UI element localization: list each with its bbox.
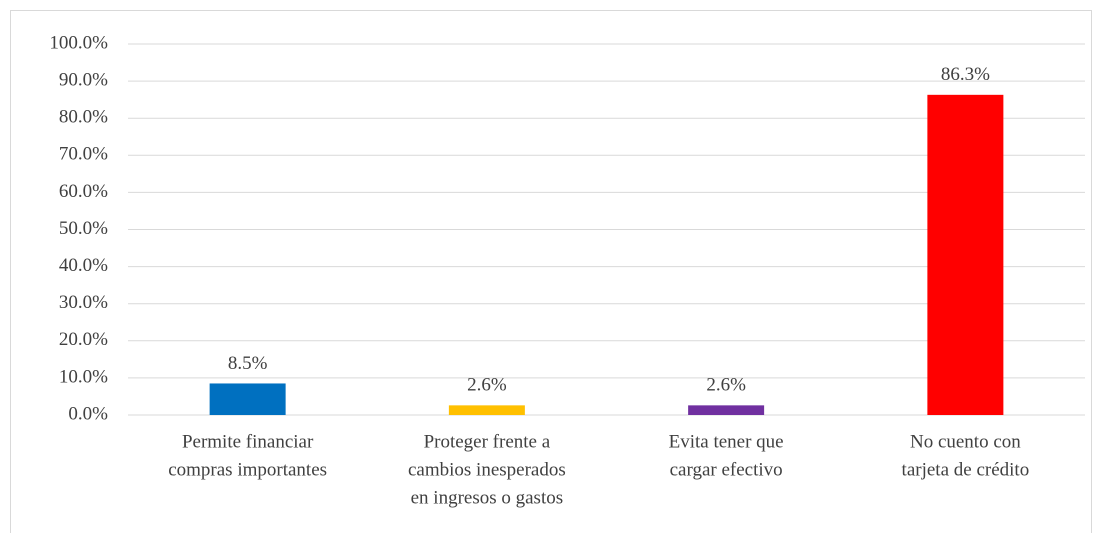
bar bbox=[209, 383, 286, 415]
x-tick-label: Proteger frente a bbox=[424, 431, 551, 452]
y-tick-label: 90.0% bbox=[59, 69, 108, 90]
bar bbox=[927, 94, 1004, 416]
x-tick-label: Evita tener que bbox=[669, 431, 784, 452]
x-tick-label: No cuento con bbox=[910, 431, 1021, 452]
y-tick-label: 100.0% bbox=[49, 32, 108, 53]
x-tick-label: tarjeta de crédito bbox=[902, 459, 1030, 480]
y-tick-label: 80.0% bbox=[59, 107, 108, 128]
y-tick-label: 20.0% bbox=[59, 329, 108, 350]
x-tick-label: cambios inesperados bbox=[408, 459, 566, 480]
data-label: 8.5% bbox=[228, 353, 268, 374]
bar bbox=[448, 405, 525, 415]
bar bbox=[688, 405, 765, 415]
y-tick-label: 50.0% bbox=[59, 218, 108, 239]
y-tick-label: 40.0% bbox=[59, 255, 108, 276]
data-label: 2.6% bbox=[706, 375, 746, 396]
y-tick-label: 0.0% bbox=[68, 403, 108, 424]
data-label: 86.3% bbox=[941, 64, 990, 85]
x-tick-label: cargar efectivo bbox=[670, 459, 783, 480]
x-tick-label: compras importantes bbox=[168, 459, 327, 480]
y-tick-label: 10.0% bbox=[59, 366, 108, 387]
chart-frame bbox=[10, 10, 1092, 533]
x-tick-label: Permite financiar bbox=[182, 431, 314, 452]
data-label: 2.6% bbox=[467, 375, 507, 396]
y-tick-label: 60.0% bbox=[59, 181, 108, 202]
x-tick-label: en ingresos o gastos bbox=[411, 487, 564, 508]
y-tick-label: 30.0% bbox=[59, 292, 108, 313]
y-tick-label: 70.0% bbox=[59, 144, 108, 165]
